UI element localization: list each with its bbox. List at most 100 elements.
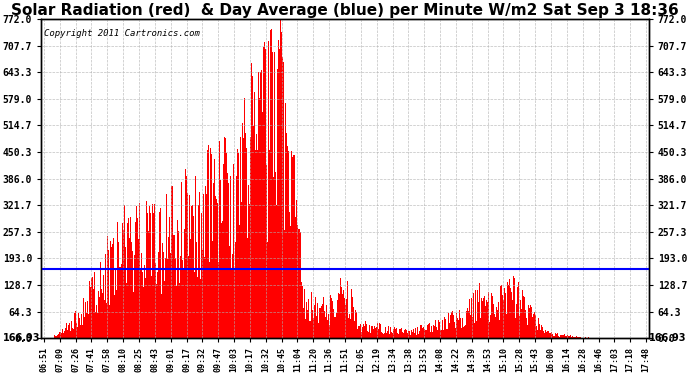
Bar <box>328 324 329 338</box>
Bar <box>347 281 348 338</box>
Bar <box>306 300 308 338</box>
Bar <box>142 272 144 338</box>
Bar <box>367 331 368 338</box>
Bar <box>475 290 476 338</box>
Bar <box>518 282 519 338</box>
Bar <box>372 322 373 338</box>
Bar <box>139 270 141 338</box>
Bar <box>318 323 319 338</box>
Bar <box>305 319 306 338</box>
Bar <box>122 223 124 338</box>
Text: Copyright 2011 Cartronics.com: Copyright 2011 Cartronics.com <box>44 28 200 38</box>
Bar <box>433 325 434 338</box>
Bar <box>185 169 186 338</box>
Bar <box>408 331 409 338</box>
Bar <box>487 302 488 338</box>
Bar <box>149 207 150 338</box>
Bar <box>108 291 110 338</box>
Bar <box>524 310 526 338</box>
Bar <box>244 98 245 338</box>
Bar <box>86 304 88 338</box>
Bar <box>560 335 561 338</box>
Bar <box>382 333 384 338</box>
Bar <box>92 278 93 338</box>
Bar <box>468 311 469 338</box>
Bar <box>422 328 423 338</box>
Bar <box>290 226 291 338</box>
Bar <box>402 332 403 338</box>
Bar <box>516 304 518 338</box>
Bar <box>423 327 424 338</box>
Bar <box>579 337 580 338</box>
Bar <box>445 319 446 338</box>
Bar <box>572 336 573 338</box>
Bar <box>421 325 422 338</box>
Bar <box>304 289 305 338</box>
Bar <box>399 329 400 338</box>
Bar <box>369 325 370 338</box>
Bar <box>223 164 224 338</box>
Bar <box>280 19 281 338</box>
Bar <box>370 333 371 338</box>
Bar <box>544 333 545 338</box>
Bar <box>441 330 442 338</box>
Bar <box>522 290 523 338</box>
Bar <box>157 272 158 338</box>
Bar <box>205 186 206 338</box>
Bar <box>577 337 578 338</box>
Bar <box>417 327 418 338</box>
Bar <box>309 321 310 338</box>
Bar <box>115 270 116 338</box>
Bar <box>332 301 333 338</box>
Bar <box>90 287 91 338</box>
Bar <box>197 277 198 338</box>
Bar <box>344 298 345 338</box>
Bar <box>521 309 522 338</box>
Bar <box>172 236 174 338</box>
Bar <box>269 150 270 338</box>
Bar <box>208 145 209 338</box>
Bar <box>566 335 568 338</box>
Bar <box>310 321 311 338</box>
Bar <box>88 314 89 338</box>
Bar <box>446 329 448 338</box>
Bar <box>235 242 236 338</box>
Bar <box>453 315 454 338</box>
Bar <box>343 290 344 338</box>
Bar <box>499 320 500 338</box>
Bar <box>200 279 201 338</box>
Bar <box>448 324 449 338</box>
Bar <box>54 336 55 338</box>
Bar <box>210 148 211 338</box>
Bar <box>364 326 365 338</box>
Bar <box>378 329 379 338</box>
Bar <box>392 333 393 338</box>
Bar <box>138 239 139 338</box>
Bar <box>124 205 125 338</box>
Bar <box>438 320 440 338</box>
Bar <box>224 137 225 338</box>
Bar <box>348 314 350 338</box>
Bar <box>371 326 372 338</box>
Bar <box>479 284 480 338</box>
Bar <box>574 337 575 338</box>
Bar <box>470 315 471 338</box>
Bar <box>428 324 429 338</box>
Bar <box>73 329 74 338</box>
Bar <box>578 337 579 338</box>
Bar <box>496 307 497 338</box>
Bar <box>277 69 278 338</box>
Bar <box>103 274 104 338</box>
Bar <box>144 266 145 338</box>
Bar <box>451 312 452 338</box>
Bar <box>340 279 342 338</box>
Bar <box>358 326 359 338</box>
Bar <box>252 176 253 338</box>
Bar <box>181 182 182 338</box>
Bar <box>241 202 242 338</box>
Bar <box>282 57 283 338</box>
Bar <box>541 326 542 338</box>
Bar <box>266 165 267 338</box>
Bar <box>505 292 506 338</box>
Bar <box>551 332 552 338</box>
